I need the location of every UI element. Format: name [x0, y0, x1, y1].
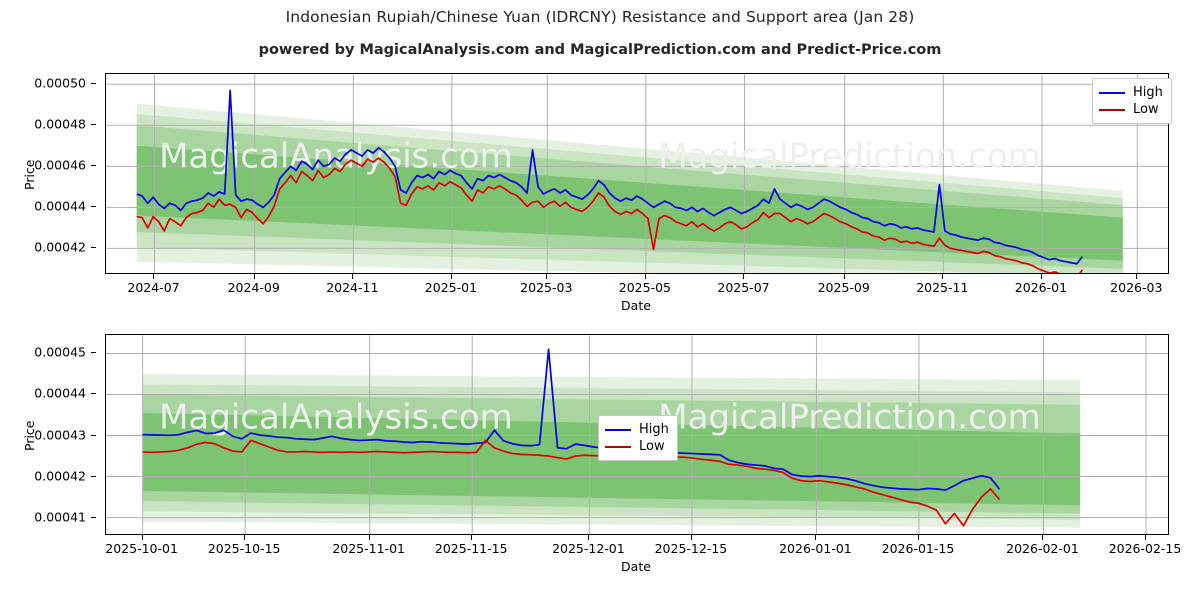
- x-axis-bottom: 2025-10-01 2025-10-15 2025-11-01 2025-11-15…: [105, 535, 1169, 561]
- y-axis-tick-mark: [91, 124, 96, 125]
- legend-item-high: High: [1099, 84, 1163, 101]
- x-axis-tick-label: 2025-09: [818, 280, 870, 295]
- x-axis-tick-mark: [244, 535, 245, 540]
- x-axis-tick-label: 2025-05: [619, 280, 671, 295]
- x-axis-tick-mark: [546, 274, 547, 279]
- y-axis-title-top: Price: [22, 159, 37, 190]
- x-axis-tick-label: 2025-12-15: [655, 541, 728, 556]
- y-axis-tick-label: 0.00042: [34, 240, 86, 255]
- y-axis-tick-label: 0.00050: [34, 76, 86, 91]
- y-axis-tick-mark: [91, 476, 96, 477]
- x-axis-tick-label: 2026-01-01: [779, 541, 852, 556]
- y-axis-tick-mark: [91, 393, 96, 394]
- x-axis-tick-label: 2025-11-15: [435, 541, 508, 556]
- y-axis-tick-mark: [91, 83, 96, 84]
- y-axis-tick-label: 0.00044: [34, 386, 86, 401]
- legend-swatch-low: [1099, 109, 1125, 111]
- y-axis-tick-label: 0.00045: [34, 345, 86, 360]
- x-axis-tick-mark: [1042, 535, 1043, 540]
- legend-label-high: High: [1133, 84, 1163, 101]
- x-axis-tick-mark: [153, 274, 154, 279]
- x-axis-tick-mark: [254, 274, 255, 279]
- x-axis-tick-label: 2025-07: [717, 280, 769, 295]
- legend-label-high: High: [639, 421, 669, 438]
- y-axis-tick-label: 0.00048: [34, 117, 86, 132]
- x-axis-tick-label: 2026-01: [1015, 280, 1067, 295]
- x-axis-tick-mark: [352, 274, 353, 279]
- y-axis-tick-mark: [91, 206, 96, 207]
- svg-text:MagicalPrediction.com: MagicalPrediction.com: [658, 137, 1041, 177]
- x-axis-tick-mark: [918, 535, 919, 540]
- chart-panel-top: MagicalAnalysis.com MagicalPrediction.com: [105, 73, 1169, 274]
- chart-page: Indonesian Rupiah/Chinese Yuan (IDRCNY) …: [0, 0, 1200, 600]
- y-axis-top: 0.00042 0.00044 0.00046 0.00048 0.00050: [4, 73, 96, 274]
- x-axis-tick-mark: [1136, 274, 1137, 279]
- x-axis-tick-label: 2025-11-01: [332, 541, 405, 556]
- y-axis-bottom: 0.00041 0.00042 0.00043 0.00044 0.00045: [4, 334, 96, 535]
- x-axis-tick-label: 2024-09: [228, 280, 280, 295]
- y-axis-tick-label: 0.00042: [34, 468, 86, 483]
- legend-label-low: Low: [639, 438, 665, 455]
- y-axis-tick-label: 0.00044: [34, 199, 86, 214]
- x-axis-tick-mark: [1041, 274, 1042, 279]
- y-axis-tick-mark: [91, 352, 96, 353]
- legend-label-low: Low: [1133, 101, 1159, 118]
- x-axis-tick-mark: [451, 274, 452, 279]
- x-axis-tick-mark: [815, 535, 816, 540]
- x-axis-tick-mark: [844, 274, 845, 279]
- y-axis-tick-mark: [91, 247, 96, 248]
- x-axis-tick-mark: [471, 535, 472, 540]
- x-axis-title-top: Date: [621, 298, 651, 313]
- x-axis-tick-mark: [142, 535, 143, 540]
- x-axis-title-bottom: Date: [621, 559, 651, 574]
- page-subtitle: powered by MagicalAnalysis.com and Magic…: [0, 42, 1200, 58]
- legend-swatch-low: [605, 446, 631, 448]
- x-axis-tick-mark: [691, 535, 692, 540]
- y-axis-tick-mark: [91, 517, 96, 518]
- x-axis-tick-label: 2024-11: [326, 280, 378, 295]
- y-axis-tick-label: 0.00041: [34, 509, 86, 524]
- x-axis-tick-mark: [369, 535, 370, 540]
- legend-swatch-high: [605, 429, 631, 431]
- x-axis-tick-mark: [942, 274, 943, 279]
- x-axis-tick-label: 2025-10-15: [208, 541, 281, 556]
- x-axis-tick-label: 2025-01: [425, 280, 477, 295]
- page-title: Indonesian Rupiah/Chinese Yuan (IDRCNY) …: [0, 8, 1200, 26]
- legend-top: High Low: [1092, 78, 1172, 124]
- legend-bottom: High Low: [598, 415, 678, 461]
- x-axis-tick-label: 2025-12-01: [552, 541, 625, 556]
- x-axis-tick-label: 2025-03: [520, 280, 572, 295]
- y-axis-tick-label: 0.00046: [34, 158, 86, 173]
- x-axis-top: 2024-07 2024-09 2024-11 2025-01 2025-03 2025-…: [105, 274, 1169, 300]
- x-axis-tick-label: 2026-02-01: [1006, 541, 1079, 556]
- svg-text:MagicalAnalysis.com: MagicalAnalysis.com: [159, 137, 513, 177]
- y-axis-tick-label: 0.00043: [34, 427, 86, 442]
- x-axis-tick-label: 2025-10-01: [105, 541, 178, 556]
- x-axis-tick-label: 2026-01-15: [882, 541, 955, 556]
- x-axis-tick-mark: [588, 535, 589, 540]
- legend-item-low: Low: [1099, 101, 1163, 118]
- y-axis-title-bottom: Price: [22, 420, 37, 451]
- x-axis-tick-mark: [1145, 535, 1146, 540]
- x-axis-tick-label: 2026-03: [1110, 280, 1162, 295]
- x-axis-tick-label: 2026-02-15: [1109, 541, 1182, 556]
- svg-text:MagicalAnalysis.com: MagicalAnalysis.com: [159, 398, 513, 438]
- y-axis-tick-mark: [91, 435, 96, 436]
- y-axis-tick-mark: [91, 165, 96, 166]
- x-axis-tick-label: 2024-07: [127, 280, 179, 295]
- legend-item-low: Low: [605, 438, 669, 455]
- x-axis-tick-label: 2025-11: [916, 280, 968, 295]
- legend-swatch-high: [1099, 92, 1125, 94]
- x-axis-tick-mark: [645, 274, 646, 279]
- svg-text:MagicalPrediction.com: MagicalPrediction.com: [658, 398, 1041, 438]
- x-axis-tick-mark: [743, 274, 744, 279]
- legend-item-high: High: [605, 421, 669, 438]
